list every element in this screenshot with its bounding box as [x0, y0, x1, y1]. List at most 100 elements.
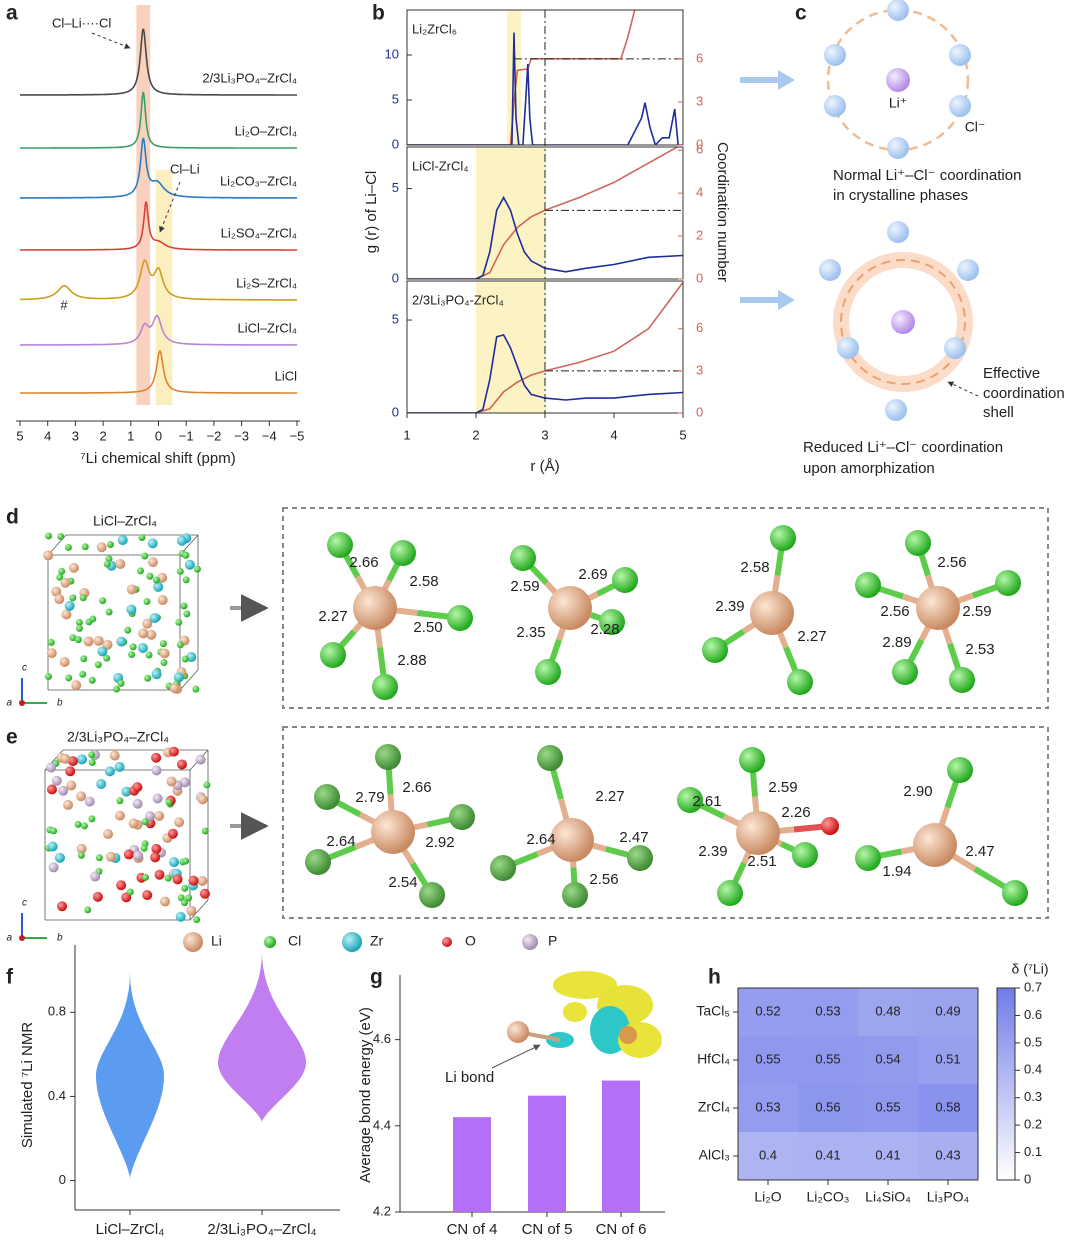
li-label: Li⁺ [889, 95, 907, 111]
bond-length: 2.47 [965, 843, 994, 860]
cl-atom [770, 525, 796, 551]
caption: Normal Li⁺–Cl⁻ coordination [833, 167, 1021, 184]
spectrum [20, 28, 297, 96]
atom [56, 573, 64, 581]
spectrum-label: Li₂SO₄–ZrCl₄ [221, 225, 297, 240]
atom [64, 543, 72, 551]
atom [141, 552, 149, 560]
cl-ion [819, 259, 841, 281]
atom [151, 669, 162, 680]
heatmap-frame [737, 987, 979, 1181]
y2-tick-label: 2 [696, 228, 703, 243]
x-tick-label: CN of 4 [447, 1221, 498, 1238]
cell-edge [179, 669, 199, 691]
shell-label: shell [983, 404, 1014, 421]
shell-label: Effective [983, 365, 1040, 382]
y-tick-label: 0 [392, 136, 399, 151]
atom [46, 762, 57, 773]
atom [116, 797, 124, 805]
x-tick-label: −5 [290, 428, 305, 443]
atom [151, 765, 162, 776]
cl-ion [885, 399, 907, 421]
x-tick-label: −1 [179, 428, 194, 443]
heat-cell [918, 1132, 978, 1180]
cl-atom [792, 842, 818, 868]
row-label: TaCl₅ [696, 1003, 730, 1019]
column-label: Li₂O [754, 1189, 781, 1205]
panel-label: b [372, 2, 385, 25]
bond-length: 2.88 [397, 652, 426, 669]
bond-length: 2.27 [595, 788, 624, 805]
atom [74, 636, 82, 644]
atom [105, 608, 113, 616]
atom [182, 857, 190, 865]
annotation: Cl–Li····Cl [52, 15, 111, 30]
cl-atom [449, 804, 475, 830]
arrow-head [778, 290, 795, 310]
atom [57, 901, 68, 912]
y-tick-label: 0 [392, 270, 399, 285]
li-atom [913, 823, 957, 867]
y2-tick-label: 0 [696, 270, 703, 285]
y2-tick-label: 3 [696, 362, 703, 377]
atom [167, 828, 178, 839]
spectrum [20, 259, 297, 301]
bond-length: 2.51 [747, 853, 776, 870]
atom [46, 784, 57, 795]
bond-length: 2.92 [425, 834, 454, 851]
atom [65, 674, 73, 682]
arrow-head [778, 70, 795, 90]
cell-label: 0.48 [875, 1003, 900, 1018]
atom [166, 776, 177, 787]
atom [116, 636, 127, 647]
heat-cell [798, 1036, 858, 1084]
li-atom [548, 586, 592, 630]
bond-length: 2.90 [903, 783, 932, 800]
bond-length: 2.27 [797, 628, 826, 645]
bond-length: 2.59 [962, 603, 991, 620]
cl-atom [305, 849, 331, 875]
atom [104, 766, 115, 777]
atom [80, 822, 88, 830]
rdf-line [407, 195, 683, 279]
atom [103, 829, 114, 840]
atom [157, 595, 168, 606]
heat-cell [738, 1132, 798, 1180]
atom [58, 785, 69, 796]
axis-a [19, 700, 25, 706]
cl-atom [490, 855, 516, 881]
atom [60, 753, 71, 764]
cl-atom [677, 787, 703, 813]
y2-tick-label: 4 [696, 185, 703, 200]
x-tick-label: −2 [206, 428, 221, 443]
heat-cell [798, 988, 858, 1036]
atom [142, 618, 153, 629]
panel-label: a [6, 2, 18, 25]
cl-atom [1002, 880, 1028, 906]
atom [199, 888, 210, 899]
x-tick-label: −4 [262, 428, 277, 443]
panel-c: Li⁺ Cl⁻ Normal Li⁺–Cl⁻ coordination in c… [740, 0, 1065, 477]
atom [197, 794, 208, 805]
structure-title: 2/3Li₃PO₄–ZrCl₄ [67, 729, 169, 745]
atom [176, 641, 184, 649]
cl-atom [447, 605, 473, 631]
panel-label: d [6, 506, 19, 529]
cell-label: 0.56 [815, 1099, 840, 1114]
atom [47, 841, 58, 852]
bond-length: 2.27 [318, 608, 347, 625]
atom [44, 673, 52, 681]
x-tick-label: CN of 5 [522, 1221, 573, 1238]
atom [114, 761, 125, 772]
heat-cell [918, 988, 978, 1036]
legend-label: O [465, 933, 476, 949]
panel-label: c [795, 2, 807, 25]
atom [93, 635, 104, 646]
cl-atom [787, 669, 813, 695]
cn-line [407, 147, 679, 279]
bond-length: 2.50 [413, 619, 442, 636]
cl-atom [892, 659, 918, 685]
atom [188, 875, 199, 886]
caption: in crystalline phases [833, 187, 968, 204]
cl-atom [995, 570, 1021, 596]
